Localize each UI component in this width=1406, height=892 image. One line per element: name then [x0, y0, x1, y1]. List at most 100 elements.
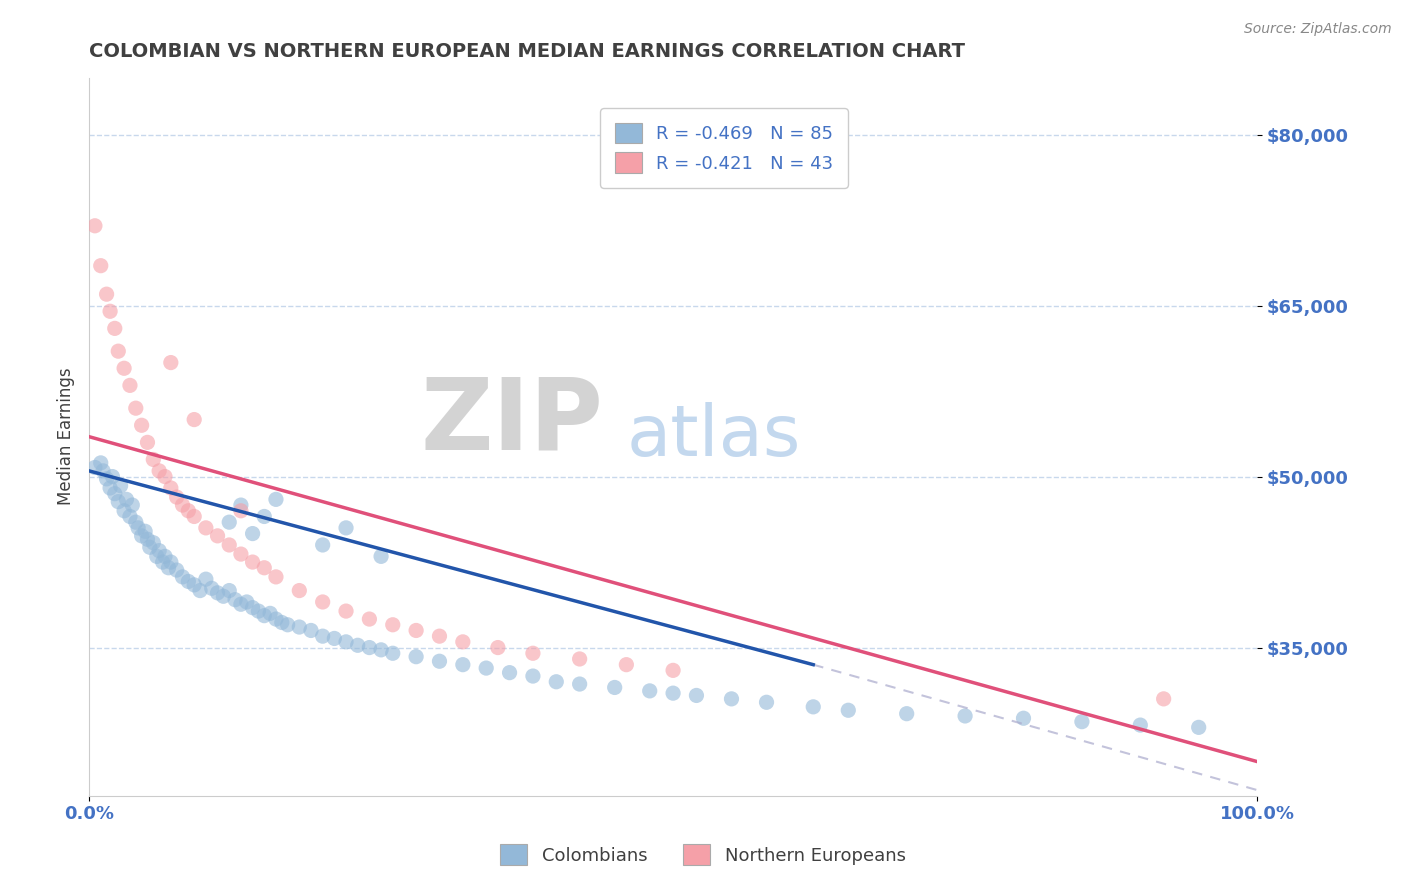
Point: [98, 304, 121, 318]
Point: [685, 689, 707, 703]
Legend: R = -0.469   N = 85, R = -0.421   N = 43: R = -0.469 N = 85, R = -0.421 N = 43: [600, 108, 848, 188]
Point: [370, 643, 392, 657]
Point: [1012, 711, 1035, 725]
Point: [84, 460, 107, 475]
Point: [335, 635, 357, 649]
Point: [160, 355, 183, 369]
Point: [125, 515, 148, 529]
Point: [242, 600, 264, 615]
Point: [104, 486, 127, 500]
Point: [112, 361, 135, 376]
Point: [172, 498, 194, 512]
Point: [166, 490, 188, 504]
Point: [381, 617, 404, 632]
Point: [207, 586, 229, 600]
Point: [405, 649, 427, 664]
Point: [96, 287, 118, 301]
Point: [1129, 718, 1152, 732]
Y-axis label: Median Earnings: Median Earnings: [58, 368, 75, 506]
Point: [148, 464, 170, 478]
Point: [896, 706, 918, 721]
Point: [335, 521, 357, 535]
Point: [264, 492, 287, 507]
Point: [229, 504, 252, 518]
Legend: Colombians, Northern Europeans: Colombians, Northern Europeans: [491, 835, 915, 874]
Point: [1153, 691, 1175, 706]
Point: [568, 652, 591, 666]
Point: [486, 640, 509, 655]
Point: [121, 498, 143, 512]
Point: [115, 492, 138, 507]
Point: [359, 612, 381, 626]
Point: [253, 561, 276, 575]
Point: [1070, 714, 1092, 729]
Point: [160, 555, 183, 569]
Point: [218, 583, 240, 598]
Text: COLOMBIAN VS NORTHERN EUROPEAN MEDIAN EARNINGS CORRELATION CHART: COLOMBIAN VS NORTHERN EUROPEAN MEDIAN EA…: [89, 42, 965, 61]
Point: [134, 524, 156, 539]
Point: [207, 529, 229, 543]
Point: [522, 646, 544, 660]
Point: [194, 521, 217, 535]
Point: [546, 674, 568, 689]
Point: [131, 418, 153, 433]
Point: [194, 572, 217, 586]
Point: [614, 657, 637, 672]
Point: [953, 709, 976, 723]
Point: [157, 561, 180, 575]
Point: [136, 435, 159, 450]
Point: [112, 504, 135, 518]
Point: [172, 570, 194, 584]
Point: [125, 401, 148, 416]
Point: [370, 549, 392, 564]
Point: [183, 578, 205, 592]
Point: [201, 582, 224, 596]
Point: [755, 695, 778, 709]
Point: [218, 538, 240, 552]
Point: [311, 595, 333, 609]
Point: [96, 472, 118, 486]
Point: [142, 452, 165, 467]
Point: [90, 456, 112, 470]
Point: [183, 509, 205, 524]
Point: [311, 538, 333, 552]
Point: [242, 526, 264, 541]
Point: [264, 612, 287, 626]
Point: [229, 547, 252, 561]
Point: [277, 617, 299, 632]
Point: [118, 378, 141, 392]
Point: [253, 608, 276, 623]
Point: [259, 607, 281, 621]
Point: [720, 691, 742, 706]
Point: [299, 624, 322, 638]
Point: [91, 464, 114, 478]
Point: [218, 515, 240, 529]
Point: [152, 555, 174, 569]
Point: [84, 219, 107, 233]
Point: [451, 635, 474, 649]
Point: [801, 699, 824, 714]
Point: [177, 574, 200, 589]
Point: [242, 555, 264, 569]
Point: [118, 509, 141, 524]
Point: [107, 344, 129, 359]
Point: [146, 549, 169, 564]
Point: [429, 629, 451, 643]
Point: [335, 604, 357, 618]
Point: [131, 529, 153, 543]
Point: [405, 624, 427, 638]
Point: [101, 469, 124, 483]
Point: [288, 583, 311, 598]
Point: [188, 583, 211, 598]
Point: [153, 549, 176, 564]
Point: [359, 640, 381, 655]
Point: [177, 504, 200, 518]
Point: [107, 494, 129, 508]
Point: [229, 597, 252, 611]
Point: [139, 541, 162, 555]
Point: [475, 661, 498, 675]
Point: [522, 669, 544, 683]
Point: [603, 681, 626, 695]
Point: [110, 478, 132, 492]
Point: [288, 620, 311, 634]
